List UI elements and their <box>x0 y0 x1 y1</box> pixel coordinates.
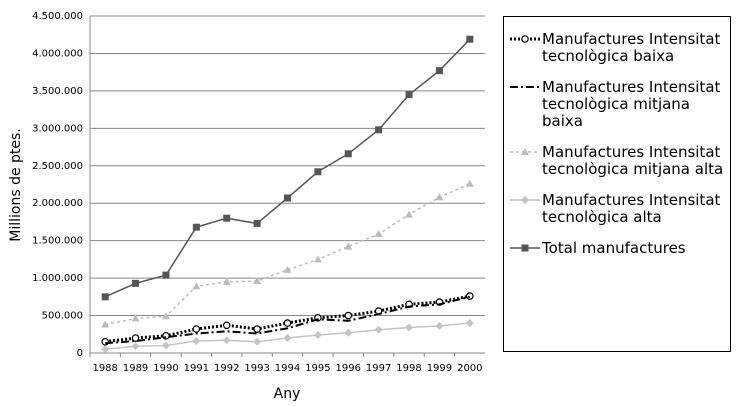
marker <box>313 255 322 263</box>
legend-item: Manufactures Intensitat tecnològica alta <box>508 192 728 226</box>
y-tick-label: 4.500.000 <box>32 11 83 22</box>
legend-label: Manufactures Intensitat tecnològica alta <box>542 191 721 226</box>
marker <box>222 277 231 285</box>
y-tick-label: 1.500.000 <box>32 236 83 247</box>
marker <box>131 314 140 322</box>
marker <box>435 322 444 331</box>
marker <box>101 320 110 328</box>
y-axis-label: Millions de ptes. <box>8 128 24 242</box>
x-tick-label: 1999 <box>427 363 452 374</box>
y-tick-label: 2.500.000 <box>32 161 83 172</box>
marker <box>192 325 201 333</box>
marker <box>465 319 474 328</box>
marker <box>101 293 109 301</box>
marker <box>344 150 352 158</box>
marker <box>465 179 474 187</box>
marker <box>192 337 201 346</box>
legend-label: Manufactures Intensitat tecnològica mitj… <box>542 78 721 130</box>
marker <box>405 323 414 332</box>
y-tick-label: 3.000.000 <box>32 123 83 134</box>
x-axis-label: Any <box>274 386 301 402</box>
y-tick-label: 0 <box>77 348 83 359</box>
marker <box>222 321 231 330</box>
marker <box>521 35 529 43</box>
y-tick-label: 2.000.000 <box>32 198 83 209</box>
marker <box>223 214 231 222</box>
y-tick-label: 4.000.000 <box>32 48 83 59</box>
x-tick-label: 1991 <box>184 363 209 374</box>
marker <box>521 244 529 252</box>
marker <box>131 334 140 342</box>
marker <box>405 91 413 99</box>
legend-item: Manufactures Intensitat tecnològica baix… <box>508 31 728 65</box>
y-tick-label: 3.500.000 <box>32 86 83 97</box>
x-tick-label: 1998 <box>396 363 421 374</box>
legend-label: Total manufactures <box>542 239 686 257</box>
x-tick-label: 1992 <box>214 363 239 374</box>
legend-swatch <box>510 35 540 43</box>
legend-label: Manufactures Intensitat tecnològica baix… <box>542 30 721 65</box>
marker <box>344 311 353 320</box>
marker <box>161 341 170 350</box>
marker <box>192 223 200 231</box>
x-tick-label: 1989 <box>123 363 148 374</box>
legend-swatch <box>510 196 540 204</box>
marker <box>161 312 170 320</box>
legend: Manufactures Intensitat tecnològica baix… <box>503 16 731 352</box>
marker <box>192 282 201 290</box>
x-tick-label: 1995 <box>305 363 330 374</box>
marker <box>253 219 261 227</box>
marker <box>222 336 231 345</box>
marker <box>283 265 292 273</box>
marker <box>466 292 474 300</box>
series-line <box>105 295 471 345</box>
x-tick-label: 1997 <box>366 363 391 374</box>
legend-label: Manufactures Intensitat tecnològica mitj… <box>542 143 724 178</box>
legend-swatch <box>510 244 540 252</box>
marker <box>405 210 414 218</box>
legend-item: Manufactures Intensitat tecnològica mitj… <box>508 79 728 130</box>
legend-item: Total manufactures <box>508 240 728 257</box>
series-line <box>104 38 471 298</box>
marker <box>314 168 322 176</box>
legend-swatch <box>510 148 540 155</box>
marker <box>435 67 443 75</box>
marker <box>435 193 444 201</box>
marker <box>344 328 353 337</box>
legend-item: Manufactures Intensitat tecnològica mitj… <box>508 144 728 178</box>
marker <box>521 196 529 204</box>
marker <box>374 229 383 237</box>
x-tick-label: 2000 <box>457 363 482 374</box>
y-tick-label: 1.000.000 <box>32 273 83 284</box>
x-tick-label: 1993 <box>244 363 269 374</box>
marker <box>374 325 383 334</box>
marker <box>283 319 292 327</box>
marker <box>253 277 262 285</box>
x-tick-label: 1994 <box>275 363 300 374</box>
marker <box>283 334 292 343</box>
marker <box>131 342 140 351</box>
x-tick-label: 1996 <box>336 363 361 374</box>
marker <box>344 242 353 250</box>
marker <box>313 331 322 340</box>
legend-swatch <box>510 86 540 88</box>
x-tick-label: 1988 <box>92 363 117 374</box>
marker <box>521 148 529 155</box>
marker <box>162 271 170 279</box>
marker <box>375 126 383 134</box>
marker <box>284 194 291 202</box>
x-tick-label: 1990 <box>153 363 178 374</box>
marker <box>253 337 262 346</box>
marker <box>101 345 110 354</box>
marker <box>132 279 140 287</box>
marker <box>466 35 474 43</box>
marker <box>253 325 261 333</box>
y-tick-label: 500.000 <box>42 311 83 322</box>
